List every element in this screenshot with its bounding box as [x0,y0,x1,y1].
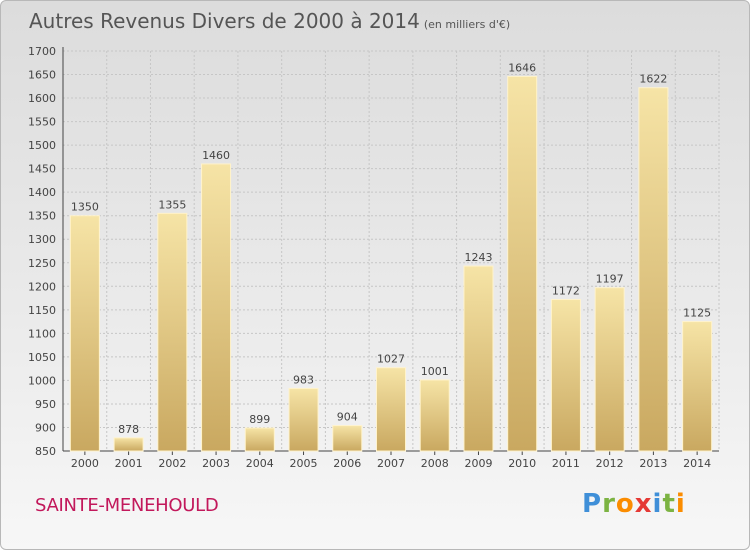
bar [244,427,275,452]
axes: 850 900 950 1000 1050 1100 1150 1200 1250 1300 135… [28,45,719,458]
town-name: SAINTE-MENEHOULD [35,495,219,516]
x-tick-label: 2014 [683,457,711,470]
bar [69,215,100,452]
y-tick-label: 900 [35,421,56,434]
bar [463,265,494,452]
y-tick-label: 1600 [28,92,56,105]
x-tick-label: 2008 [421,457,449,470]
y-tick-label: 1700 [28,45,56,58]
x-tick-label: 2001 [115,457,143,470]
y-tick-label: 1000 [28,374,56,387]
data-label: 1125 [683,307,711,320]
x-tick-label: 2000 [71,457,99,470]
data-label: 904 [337,411,358,424]
x-tick-label: 2012 [596,457,624,470]
data-label: 1027 [377,353,405,366]
bar [594,287,625,452]
data-label: 878 [118,423,139,436]
y-tick-label: 1300 [28,233,56,246]
proxiti-logo[interactable]: Proxiti [582,489,686,519]
bar [332,425,363,452]
data-label: 1001 [421,365,449,378]
bar [419,379,450,452]
y-tick-label: 850 [35,445,56,458]
data-label: 983 [293,373,314,386]
data-label: 899 [249,413,270,426]
bar [288,387,319,452]
x-tick-label: 2011 [552,457,580,470]
x-tick-label: 2005 [290,457,318,470]
bars [69,75,713,452]
x-tick-label: 2006 [333,457,361,470]
data-label: 1355 [158,198,186,211]
y-tick-label: 1050 [28,351,56,364]
bar [376,367,406,452]
data-label: 1646 [508,61,536,74]
data-label: 1197 [596,273,624,286]
chart-title: Autres Revenus Divers de 2000 à 2014 (en … [29,9,510,33]
y-tick-label: 1100 [28,327,56,340]
y-tick-label: 1350 [28,210,56,223]
x-tick-label: 2003 [202,457,230,470]
labels: 2000 1350 2001 878 2002 1355 2003 1460 2004 899 20… [71,61,711,470]
data-label: 1460 [202,149,230,162]
bar [550,298,581,452]
x-tick-label: 2010 [508,457,536,470]
x-tick-label: 2013 [639,457,667,470]
x-tick-label: 2009 [464,457,492,470]
bar [682,321,713,452]
x-tick-label: 2004 [246,457,274,470]
y-tick-label: 1500 [28,139,56,152]
data-label: 1243 [464,251,492,264]
data-label: 1622 [639,73,667,86]
data-label: 1172 [552,284,580,297]
data-label: 1350 [71,201,99,214]
y-tick-label: 1200 [28,280,56,293]
y-tick-label: 950 [35,398,56,411]
bar [113,437,144,452]
chart-title-text: Autres Revenus Divers de 2000 à 2014 [29,9,420,33]
x-tick-label: 2007 [377,457,405,470]
y-tick-label: 1650 [28,69,56,82]
bar [507,75,538,452]
y-tick-label: 1250 [28,257,56,270]
y-tick-label: 1400 [28,186,56,199]
y-tick-label: 1450 [28,163,56,176]
bar [201,163,232,452]
chart-unit: (en milliers d'€) [423,18,511,31]
y-tick-label: 1150 [28,304,56,317]
bar [157,212,188,452]
x-tick-label: 2002 [158,457,186,470]
y-tick-label: 1550 [28,116,56,129]
bar [638,87,669,452]
